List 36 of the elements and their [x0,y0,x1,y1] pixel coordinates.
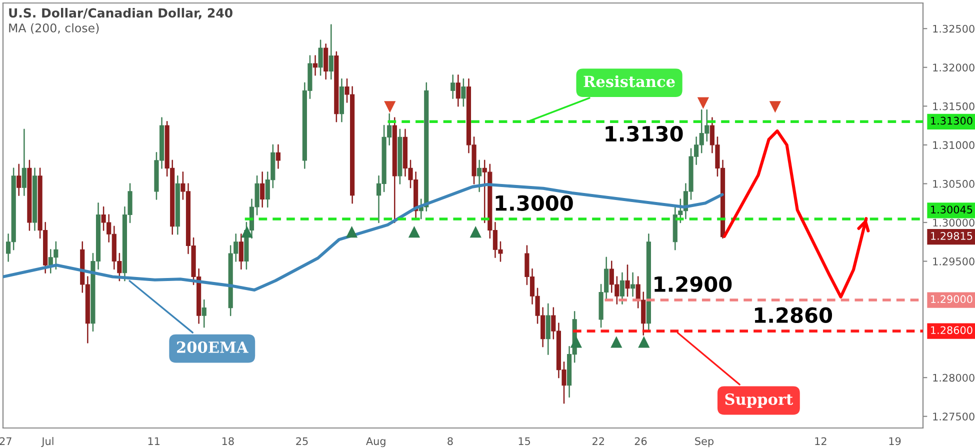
x-tick-label: 25 [296,437,308,446]
x-tick-label: 26 [634,437,647,446]
x-tick-label: 27 [0,437,12,445]
y-tick-label: 1.32500 [933,24,974,33]
data-label: 1.29000 [931,295,972,304]
x-tick-label: 12 [815,437,826,445]
y-tick-label: 1.31500 [933,102,974,110]
x-tick-label: 8 [448,437,453,446]
x-tick-label: Aug [366,437,386,448]
data-label: 1.30045 [931,206,972,214]
y-tick-label: 1.29500 [933,257,974,266]
x-tick-label: 15 [518,437,530,446]
annotation: 200EMA [177,341,248,353]
chart-title: U.S. Dollar/Canadian Dollar, 240 [9,8,232,20]
text: MA (200, close) [9,23,99,34]
y-tick-label: 1.27500 [933,412,974,420]
data-label: 1.28600 [931,326,972,334]
x-tick-label: 19 [889,437,901,446]
series-label: 1.3130 [606,126,683,142]
series-label: 1.2900 [654,276,732,292]
y-tick-label: 1.30000 [933,218,974,227]
x-tick-label: 11 [148,437,160,445]
y-tick-label: 1.28000 [933,374,974,382]
series-label: 1.3000 [496,195,573,211]
series-label: 1.2860 [754,307,832,324]
x-tick-label: 18 [222,437,234,446]
x-tick-label: Jul [41,437,54,448]
text: 1.29815 [931,232,972,240]
y-tick-label: 1.31000 [933,141,974,150]
x-tick-label: 22 [592,437,604,445]
y-tick-label: 1.32000 [933,64,974,72]
x-tick-label: Sep [695,437,714,448]
annotation: Support [725,393,794,408]
data-label: 1.31300 [931,116,972,125]
annotation: Resistance [584,75,675,88]
y-tick-label: 1.30500 [933,180,974,188]
